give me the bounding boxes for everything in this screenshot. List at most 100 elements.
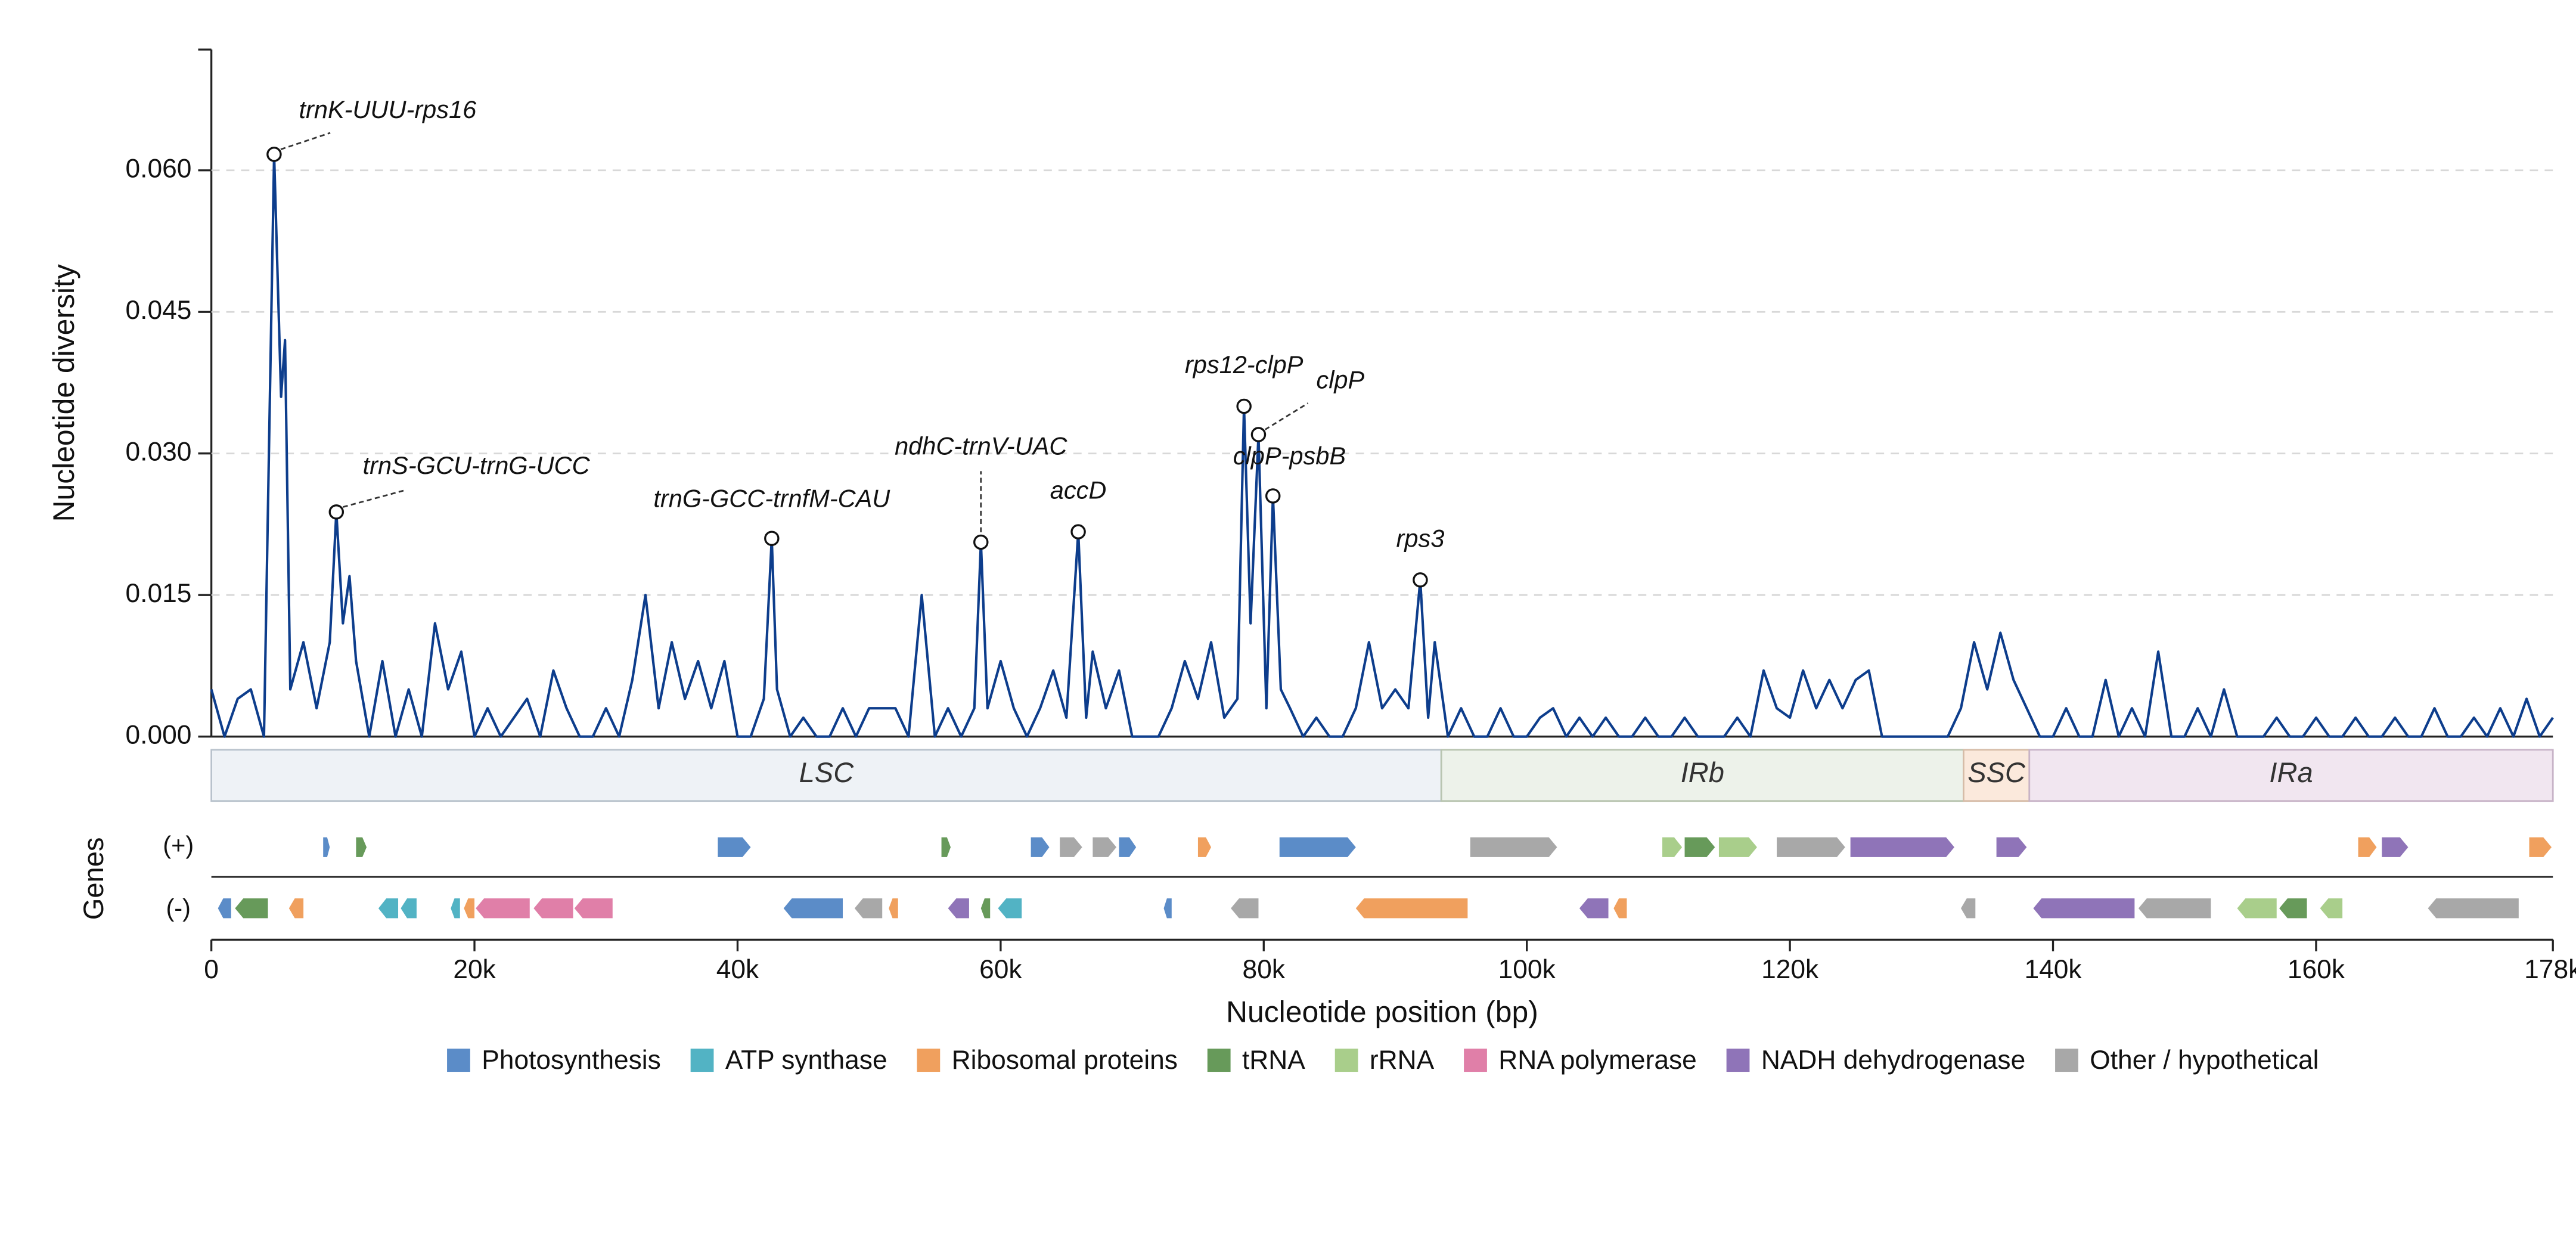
peak-label: trnK-UUU-rps16 [299, 95, 477, 123]
gene-block [476, 898, 530, 919]
gene-block [1850, 837, 1954, 857]
gene-block [218, 898, 231, 919]
peak-label: rps3 [1396, 524, 1445, 552]
peak-marker [1236, 398, 1252, 414]
gene-block [1279, 837, 1356, 857]
gene-block [2358, 837, 2377, 857]
region-label: IRa [2269, 756, 2313, 788]
y-tick-label: 0.030 [125, 437, 191, 466]
x-tick-label: 178k [2524, 955, 2576, 984]
gene-block [718, 837, 751, 857]
gene-block [1197, 837, 1211, 857]
y-tick-label: 0.015 [125, 579, 191, 608]
legend-label: NADH dehydrogenase [1761, 1046, 2025, 1075]
gene-block [1470, 837, 1557, 857]
leader-line [343, 489, 405, 508]
legend-swatch [917, 1049, 941, 1072]
peak-marker [328, 504, 344, 520]
x-tick-label: 120k [1761, 955, 1819, 984]
x-tick-label: 100k [1498, 955, 1556, 984]
gene-block [1355, 898, 1468, 919]
peak-marker [1070, 524, 1086, 539]
gene-block [2428, 898, 2519, 919]
gene-block [2237, 898, 2277, 919]
gene-block [2382, 837, 2409, 857]
gene-block [1119, 837, 1137, 857]
legend-swatch [1207, 1049, 1231, 1072]
region-label: SSC [1967, 756, 2026, 788]
peak-marker [1265, 488, 1281, 504]
peak-marker [973, 534, 989, 550]
y-tick-label: 0.000 [125, 720, 191, 749]
peak-label: clpP [1316, 365, 1364, 393]
x-tick-label: 80k [1243, 955, 1286, 984]
gene-block [980, 898, 991, 919]
gene-block [1579, 898, 1609, 919]
gene-block [235, 898, 268, 919]
y-tick-label: 0.045 [125, 296, 191, 325]
peak-label: trnG-GCC-trnfM-CAU [653, 484, 890, 512]
gene-block [401, 898, 417, 919]
gene-block [1718, 837, 1757, 857]
leader-line [1264, 402, 1309, 430]
peak-marker [764, 531, 780, 546]
gene-block [941, 837, 951, 857]
gene-block [2529, 837, 2552, 857]
gene-block [998, 898, 1022, 919]
gene-block [574, 898, 613, 919]
gene-block [1613, 898, 1627, 919]
minus-strand-label: (-) [166, 894, 191, 922]
x-axis-label: Nucleotide position (bp) [1226, 995, 1538, 1028]
legend-swatch [1726, 1049, 1750, 1072]
peak-label: rps12-clpP [1185, 351, 1303, 379]
peak-label: clpP-psbB [1233, 442, 1346, 470]
x-tick-label: 0 [204, 955, 219, 984]
gene-block [889, 898, 898, 919]
peak-marker [1250, 427, 1267, 442]
region-label: LSC [799, 756, 855, 788]
gene-block [948, 898, 969, 919]
x-tick-label: 40k [716, 955, 759, 984]
diversity-line [210, 153, 2554, 738]
legend-label: rRNA [1370, 1046, 1435, 1075]
region [2028, 749, 2554, 802]
genes-label: Genes [77, 838, 109, 920]
gene-block [2279, 898, 2307, 919]
gene-block [1093, 837, 1117, 857]
gene-block [1231, 898, 1259, 919]
x-tick-label: 140k [2024, 955, 2082, 984]
gene-block [1996, 837, 2027, 857]
gene-block [2033, 898, 2135, 919]
peak-label: accD [1050, 476, 1107, 504]
peak-label: ndhC-trnV-UAC [895, 432, 1067, 460]
legend-swatch [1334, 1049, 1358, 1072]
y-tick-label: 0.060 [125, 154, 191, 183]
region [210, 749, 1442, 802]
gene-block [854, 898, 883, 919]
gene-block [288, 898, 304, 919]
legend-label: RNA polymerase [1498, 1046, 1696, 1075]
legend-label: Photosynthesis [482, 1046, 661, 1075]
peak-marker [1413, 572, 1428, 588]
legend-swatch [690, 1049, 714, 1072]
peak-label: trnS-GCU-trnG-UCC [363, 451, 591, 479]
gene-block [1060, 837, 1082, 857]
gene-block [464, 898, 475, 919]
x-tick-label: 20k [453, 955, 496, 984]
gene-block [1777, 837, 1845, 857]
legend-label: Other / hypothetical [2090, 1046, 2319, 1075]
legend-swatch [1464, 1049, 1487, 1072]
gene-block [1684, 837, 1715, 857]
leader-line [280, 132, 331, 150]
gene-block [1662, 837, 1683, 857]
y-axis-label: Nucleotide diversity [47, 264, 80, 522]
x-tick-label: 160k [2288, 955, 2345, 984]
gene-block [323, 837, 330, 857]
legend-label: Ribosomal proteins [952, 1046, 1178, 1075]
region-label: IRb [1681, 756, 1724, 788]
gene-block [2138, 898, 2211, 919]
legend-swatch [447, 1049, 470, 1072]
gene-block [451, 898, 460, 919]
